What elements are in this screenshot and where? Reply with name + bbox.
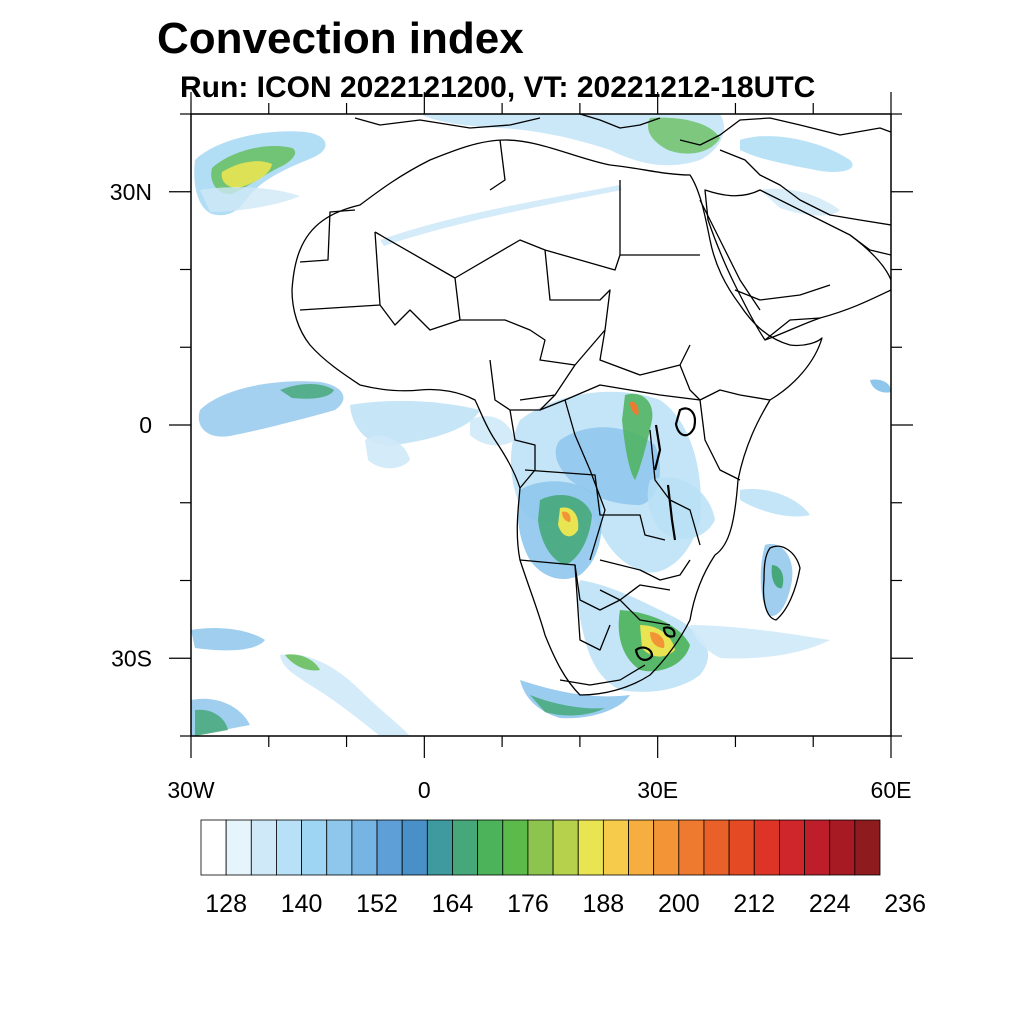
colorbar-label: 140 (281, 890, 323, 918)
colorbar-swatch (426, 819, 453, 876)
map-panel (191, 114, 891, 736)
colorbar-swatch (678, 819, 705, 876)
colorbar-swatch (301, 819, 328, 876)
colorbar-label: 164 (432, 890, 474, 918)
colorbar-label: 224 (809, 890, 851, 918)
axis-ticks (169, 92, 913, 758)
arabia-coastline (704, 189, 891, 341)
x-tick-label: 30E (637, 777, 678, 803)
colorbar-swatch (502, 819, 529, 876)
colorbar-label: 176 (507, 890, 549, 918)
colorbar-swatch (602, 819, 629, 876)
colorbar-swatch (703, 819, 730, 876)
colorbar-swatch (376, 819, 403, 876)
colorbar-swatch (779, 819, 805, 876)
axis-tick-labels: 30W 0 30E 60E 30N 0 30S (110, 179, 912, 803)
madagascar-coastline (762, 545, 801, 621)
x-tick-label: 0 (418, 777, 431, 803)
africa-coastline (291, 139, 823, 696)
colorbar-swatch (628, 819, 655, 876)
y-tick-label: 0 (139, 412, 152, 438)
x-tick-label: 60E (871, 777, 912, 803)
colorbar-swatch (804, 819, 831, 876)
colorbar-swatch (552, 819, 579, 876)
colorbar-swatch (577, 819, 604, 876)
x-tick-label: 30W (167, 777, 215, 803)
colorbar-swatch (401, 819, 428, 876)
colorbar-swatch (653, 819, 680, 876)
colorbar-swatch (250, 819, 277, 876)
colorbar-swatch (854, 819, 881, 876)
colorbar-label: 128 (205, 890, 247, 918)
colorbar-swatch (829, 819, 856, 876)
colorbar-swatch (477, 819, 504, 876)
colorbar-swatch (200, 819, 227, 876)
convection-field (191, 114, 891, 736)
colorbar-swatch (351, 819, 378, 876)
colorbar-label: 236 (884, 890, 926, 918)
colorbar-swatch (728, 819, 755, 876)
chart-subtitle: Run: ICON 2022121200, VT: 20221212-18UTC (180, 71, 816, 104)
colorbar-label: 152 (356, 890, 398, 918)
chart-title: Convection index (157, 14, 524, 63)
colorbar-swatch (326, 819, 353, 876)
y-tick-label: 30N (110, 179, 152, 205)
colorbar-swatch (452, 819, 479, 876)
colorbar-label: 188 (583, 890, 625, 918)
colorbar-label: 200 (658, 890, 700, 918)
colorbar-swatch (527, 819, 554, 876)
colorbar-swatch (753, 819, 780, 876)
y-tick-label: 30S (111, 645, 152, 671)
colorbar-label: 212 (733, 890, 775, 918)
lakes (634, 407, 696, 662)
colorbar-swatch (225, 819, 252, 876)
colorbar: 128 140 152 164 176 188 200 212 224 236 (200, 819, 926, 918)
colorbar-swatch (276, 819, 302, 876)
